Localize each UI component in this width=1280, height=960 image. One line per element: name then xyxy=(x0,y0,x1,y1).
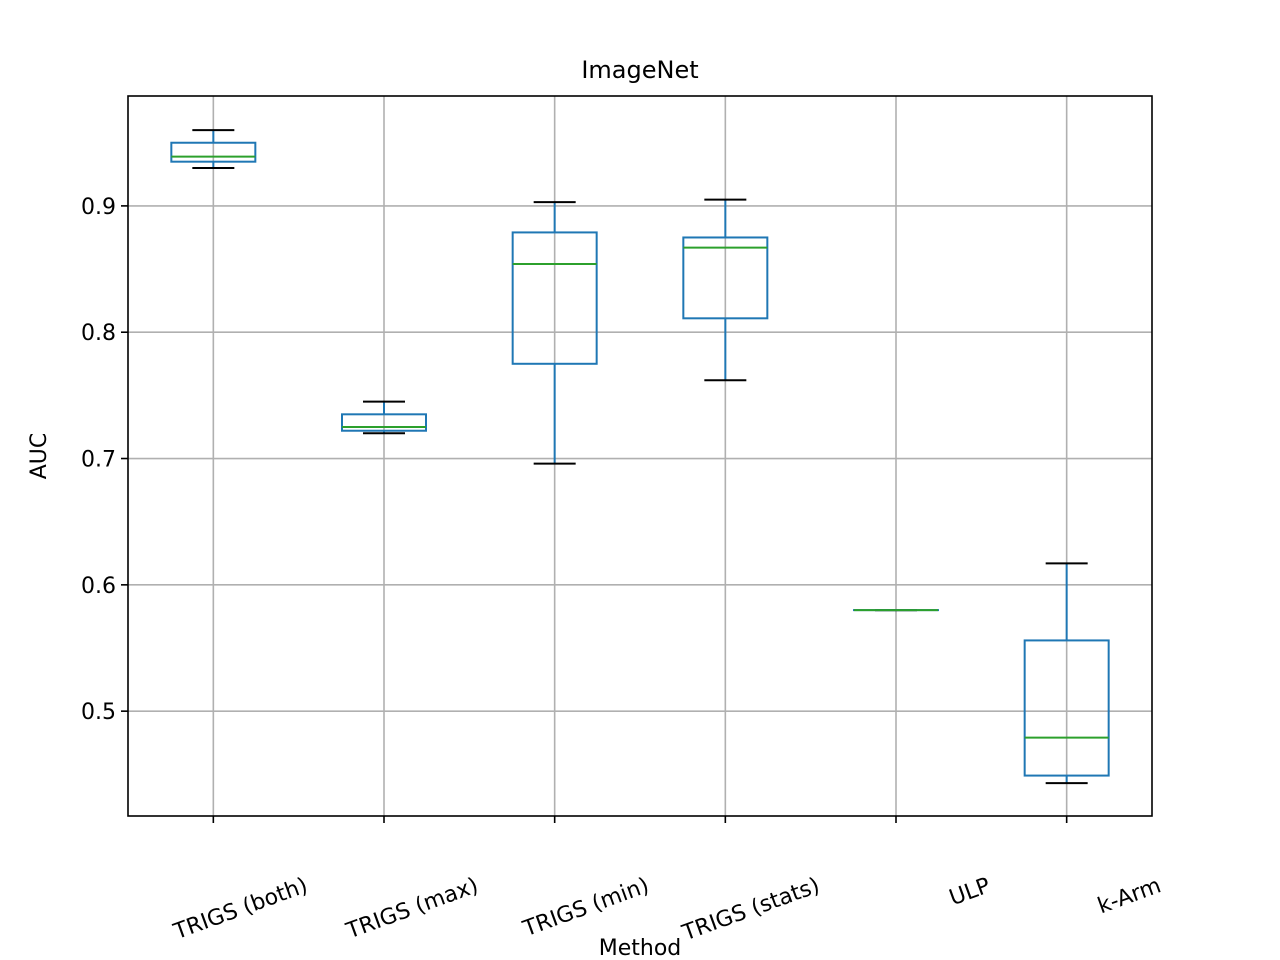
y-tick-label: 0.5 xyxy=(81,700,116,725)
y-tick-label: 0.6 xyxy=(81,574,116,599)
boxes xyxy=(170,129,1110,785)
plot-frame xyxy=(127,95,1153,817)
box-iqr xyxy=(170,141,257,163)
box-group xyxy=(341,400,427,435)
box-group xyxy=(170,129,257,169)
box-iqr xyxy=(341,413,427,432)
box-group xyxy=(682,198,769,382)
box-iqr xyxy=(511,231,598,365)
box-group xyxy=(1023,562,1110,785)
y-tick-label: 0.9 xyxy=(81,195,116,220)
box-iqr xyxy=(682,236,769,320)
y-tick-label: 0.8 xyxy=(81,321,116,346)
box-iqr xyxy=(1023,639,1110,777)
y-axis-label: AUC xyxy=(27,433,52,480)
box-group xyxy=(511,201,598,465)
chart-title: ImageNet xyxy=(581,56,698,84)
x-axis-label: Method xyxy=(599,936,682,960)
y-tick-label: 0.7 xyxy=(81,448,116,473)
